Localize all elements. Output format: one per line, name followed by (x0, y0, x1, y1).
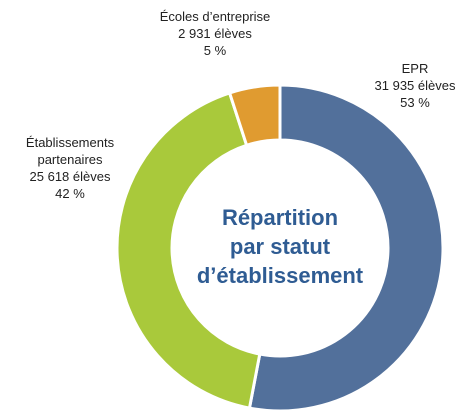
center-title: par statut (230, 234, 331, 259)
detail-label: 25 618 élèves (29, 169, 111, 184)
detail-label: 2 931 élèves (178, 26, 252, 41)
center-title: Répartition (222, 205, 338, 230)
category-label: Écoles d’entreprise (159, 9, 271, 24)
value-label: 5 % (203, 43, 227, 58)
slice-label: EPR 31 935 élèves 53 % (365, 60, 465, 111)
slice (227, 83, 282, 148)
category-label: EPR (401, 61, 429, 76)
value-label: 53 % (400, 95, 430, 110)
center-title: d’établissement (197, 263, 364, 288)
slice-label: Écoles d’entreprise 2 931 élèves 5 % (140, 8, 290, 59)
slice-label: Établissements partenaires 25 618 élèves 4… (0, 134, 140, 202)
detail-label: 31 935 élèves (374, 78, 456, 93)
slice (247, 83, 445, 413)
category-label: Établissements partenaires (25, 135, 115, 167)
slice (115, 91, 262, 410)
value-label: 42 % (55, 186, 85, 201)
